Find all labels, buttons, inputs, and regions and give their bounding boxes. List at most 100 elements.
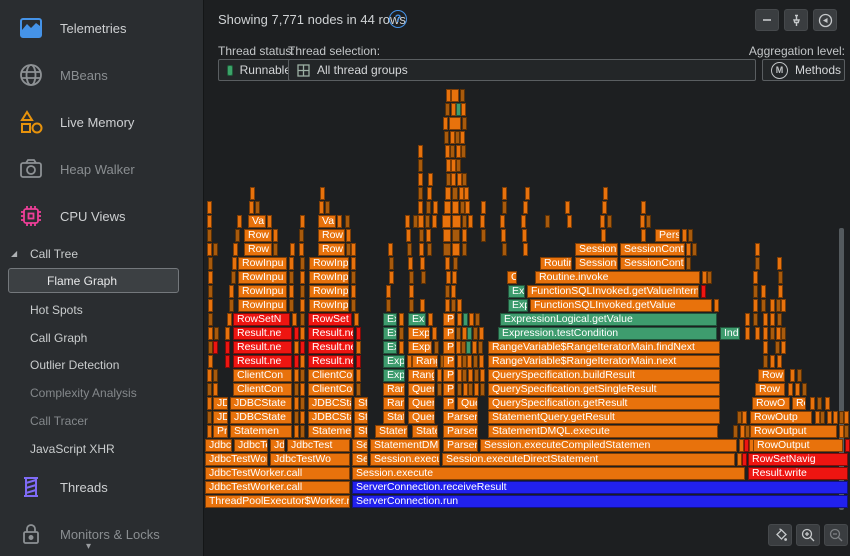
flame-segment[interactable] bbox=[421, 271, 426, 284]
flame-segment[interactable] bbox=[294, 355, 299, 368]
flame-segment[interactable] bbox=[737, 411, 742, 424]
flame-segment[interactable] bbox=[300, 425, 305, 438]
flame-segment[interactable] bbox=[522, 229, 527, 242]
flame-segment[interactable] bbox=[480, 383, 485, 396]
flame-segment[interactable] bbox=[480, 369, 485, 382]
jump-to-button[interactable] bbox=[813, 9, 837, 31]
flame-segment[interactable] bbox=[289, 257, 294, 270]
flame-segment[interactable] bbox=[428, 173, 433, 186]
flame-segment[interactable] bbox=[351, 243, 356, 256]
flame-segment[interactable] bbox=[602, 201, 607, 214]
flame-segment[interactable]: Pa bbox=[443, 327, 455, 340]
flame-segment[interactable] bbox=[409, 271, 414, 284]
flame-segment[interactable] bbox=[797, 369, 802, 382]
flame-segment[interactable]: RowInp bbox=[309, 299, 349, 312]
flame-segment[interactable]: Exp bbox=[508, 299, 528, 312]
flame-segment[interactable] bbox=[451, 103, 456, 116]
flame-segment[interactable] bbox=[452, 243, 460, 256]
flame-segment[interactable] bbox=[601, 229, 606, 242]
flame-segment[interactable] bbox=[452, 201, 459, 214]
sidebar-item-heap-walker[interactable]: Heap Walker bbox=[0, 147, 203, 191]
flame-segment[interactable] bbox=[213, 383, 218, 396]
flame-segment[interactable] bbox=[839, 425, 844, 438]
flame-segment[interactable] bbox=[386, 285, 391, 298]
flame-segment[interactable] bbox=[232, 257, 237, 270]
flame-segment[interactable] bbox=[432, 327, 437, 340]
flame-segment[interactable] bbox=[386, 299, 391, 312]
flame-segment[interactable]: Cl bbox=[507, 271, 517, 284]
flame-segment[interactable]: Rang bbox=[383, 397, 405, 410]
flame-segment[interactable]: Stater bbox=[383, 411, 405, 424]
flame-segment[interactable] bbox=[294, 369, 299, 382]
flame-segment[interactable] bbox=[460, 201, 465, 214]
flame-segment[interactable]: Session.executeDirectStatement bbox=[442, 453, 735, 466]
flame-segment[interactable] bbox=[300, 341, 305, 354]
flame-segment[interactable] bbox=[337, 215, 342, 228]
flame-segment[interactable] bbox=[356, 355, 361, 368]
flame-segment[interactable] bbox=[446, 173, 451, 186]
flame-segment[interactable] bbox=[473, 355, 478, 368]
flame-segment[interactable]: RowO bbox=[752, 397, 790, 410]
flame-segment[interactable] bbox=[462, 229, 467, 242]
flame-segment[interactable] bbox=[445, 257, 450, 270]
flame-segment[interactable] bbox=[255, 201, 260, 214]
flame-segment[interactable] bbox=[457, 299, 462, 312]
flame-segment[interactable]: Se bbox=[352, 453, 368, 466]
flame-segment[interactable] bbox=[462, 215, 467, 228]
flame-segment[interactable]: Stater bbox=[412, 425, 438, 438]
flame-segment[interactable]: Exp bbox=[383, 369, 405, 382]
flame-segment[interactable] bbox=[300, 383, 305, 396]
flame-segment[interactable] bbox=[460, 131, 465, 144]
flame-segment[interactable] bbox=[461, 145, 466, 158]
flame-segment[interactable] bbox=[418, 215, 424, 228]
flame-segment[interactable] bbox=[445, 299, 450, 312]
thread-status-select[interactable]: Runnable bbox=[218, 59, 300, 81]
flame-segment[interactable] bbox=[464, 187, 469, 200]
flame-segment[interactable]: Pa bbox=[443, 355, 455, 368]
flame-segment[interactable] bbox=[815, 411, 820, 424]
flame-segment[interactable] bbox=[267, 215, 272, 228]
flame-segment[interactable] bbox=[457, 383, 462, 396]
flame-segment[interactable] bbox=[456, 145, 461, 158]
flame-segment[interactable]: JDBCSta bbox=[308, 397, 352, 410]
flame-segment[interactable] bbox=[294, 397, 299, 410]
flame-segment[interactable] bbox=[437, 383, 442, 396]
flame-segment[interactable] bbox=[733, 425, 738, 438]
flame-segment[interactable] bbox=[753, 313, 758, 326]
flame-segment[interactable] bbox=[761, 299, 766, 312]
sidebar-item-flame-graph[interactable]: Flame Graph bbox=[8, 268, 179, 293]
flame-segment[interactable] bbox=[479, 355, 484, 368]
flame-segment[interactable]: StatementDM bbox=[370, 439, 440, 452]
flame-segment[interactable] bbox=[300, 299, 305, 312]
flame-segment[interactable]: RowInpu bbox=[238, 285, 287, 298]
flame-segment[interactable]: ClientCo bbox=[308, 369, 354, 382]
flame-segment[interactable] bbox=[755, 327, 760, 340]
flame-segment[interactable]: Expi bbox=[408, 341, 432, 354]
flame-segment[interactable] bbox=[474, 369, 479, 382]
flame-segment[interactable] bbox=[763, 327, 768, 340]
flame-segment[interactable] bbox=[231, 271, 236, 284]
flame-segment[interactable]: Ex bbox=[383, 341, 397, 354]
flame-segment[interactable]: Query bbox=[408, 383, 435, 396]
flame-segment[interactable]: Row bbox=[758, 369, 785, 382]
flame-segment[interactable] bbox=[207, 383, 212, 396]
flame-segment[interactable]: Session.execut bbox=[370, 453, 440, 466]
flame-segment[interactable] bbox=[456, 341, 461, 354]
flame-segment[interactable]: JD bbox=[213, 397, 228, 410]
flame-segment[interactable] bbox=[714, 299, 719, 312]
flame-segment[interactable] bbox=[351, 285, 356, 298]
collapse-button[interactable] bbox=[755, 9, 779, 31]
flame-segment[interactable] bbox=[480, 215, 485, 228]
flame-segment[interactable] bbox=[214, 327, 219, 340]
flame-segment[interactable]: ThreadPoolExecutor$Worker.r bbox=[205, 495, 350, 508]
flame-segment[interactable] bbox=[208, 355, 213, 368]
flame-segment[interactable] bbox=[744, 439, 749, 452]
flame-segment[interactable] bbox=[443, 229, 451, 242]
flame-segment[interactable] bbox=[413, 215, 418, 228]
flame-segment[interactable] bbox=[300, 257, 305, 270]
flame-segment[interactable]: Rang bbox=[412, 355, 438, 368]
flame-segment[interactable] bbox=[781, 327, 786, 340]
flame-segment[interactable] bbox=[208, 271, 213, 284]
flame-segment[interactable] bbox=[207, 215, 212, 228]
flame-segment[interactable] bbox=[500, 215, 505, 228]
